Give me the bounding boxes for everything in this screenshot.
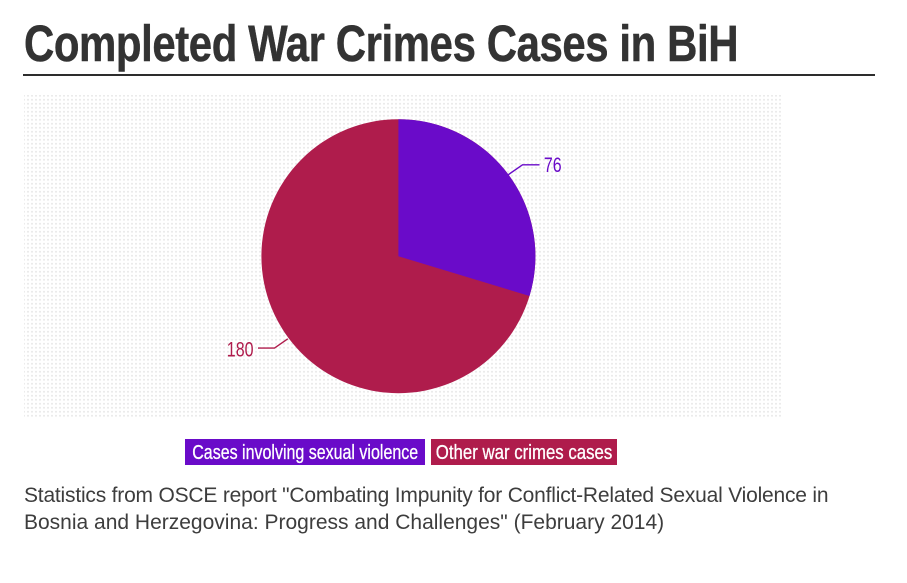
svg-text:180: 180	[227, 337, 254, 361]
svg-text:76: 76	[544, 152, 562, 176]
